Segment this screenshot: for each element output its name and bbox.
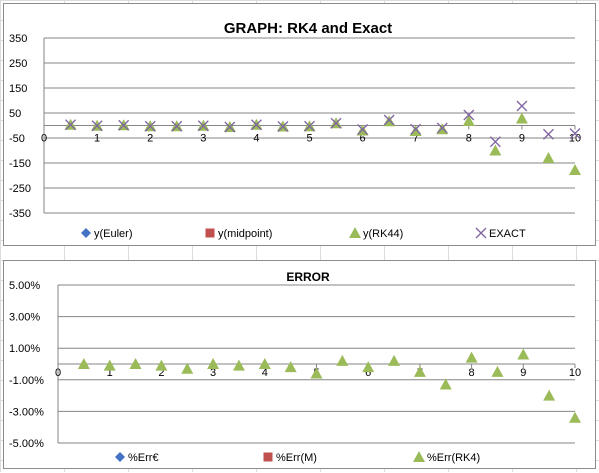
error-chart[interactable]: ERROR 5.00% 3.00% 1.00% -1.00% -3.00% -5.00% 0 1… (3, 260, 596, 469)
data-point (466, 352, 478, 363)
y-tick-label: -3.00% (9, 406, 44, 418)
chart-title: ERROR (286, 270, 330, 284)
legend-label: %Err(RK4) (427, 452, 480, 464)
legend-item: y(Euler) (81, 228, 133, 240)
legend-label: %Err€ (128, 452, 159, 464)
y-tick-label: 150 (9, 83, 27, 95)
data-point (336, 355, 348, 366)
legend-marker (264, 453, 273, 462)
data-point (517, 101, 527, 111)
data-point (569, 164, 581, 175)
y-tick-label: -350 (9, 208, 31, 220)
legend-label: EXACT (489, 228, 526, 240)
x-tick-label: 5 (306, 133, 312, 145)
rk4-exact-plot: GRAPH: RK4 and Exact35025015050-50-150-2… (4, 4, 595, 245)
x-tick-label: 9 (520, 367, 526, 379)
data-point (517, 349, 529, 360)
x-tick-label: 2 (147, 133, 153, 145)
legend-item: EXACT (476, 228, 526, 240)
data-point (414, 366, 426, 377)
data-point (491, 366, 503, 377)
data-point (362, 361, 374, 372)
x-tick-label: 9 (519, 133, 525, 145)
data-point (463, 115, 475, 126)
legend-marker (206, 229, 215, 238)
x-tick-label: 10 (569, 367, 581, 379)
x-tick-label: 8 (469, 367, 475, 379)
data-point (233, 360, 245, 371)
y-tick-label: -5.00% (9, 438, 44, 450)
data-point (542, 152, 554, 163)
legend-marker (476, 228, 486, 238)
data-point (388, 355, 400, 366)
x-tick-label: 1 (94, 133, 100, 145)
data-point (104, 360, 116, 371)
x-tick-label: 4 (253, 133, 259, 145)
x-tick-label: 0 (41, 133, 47, 145)
legend-label: y(Euler) (94, 228, 133, 240)
legend-item: %Err€ (115, 452, 159, 464)
y-tick-label: -150 (9, 158, 31, 170)
series-3 (66, 101, 580, 147)
legend-marker (115, 452, 125, 462)
legend-item: %Err(RK4) (413, 451, 480, 464)
data-point (569, 412, 581, 423)
y-tick-label: 350 (9, 33, 27, 45)
y-tick-label: 50 (9, 108, 21, 120)
chart-title: GRAPH: RK4 and Exact (224, 20, 392, 37)
y-tick-label: 5.00% (9, 280, 40, 292)
y-tick-label: 1.00% (9, 343, 40, 355)
legend-marker (413, 451, 425, 462)
series-2 (65, 113, 581, 176)
y-tick-label: -50 (9, 133, 25, 145)
legend-label: y(midpoint) (218, 228, 272, 240)
x-tick-label: 0 (55, 367, 61, 379)
legend-label: %Err(M) (276, 452, 317, 464)
data-point (155, 360, 167, 371)
y-tick-label: 3.00% (9, 312, 40, 324)
legend-marker (349, 227, 361, 238)
y-tick-label: 250 (9, 58, 27, 70)
legend-label: y(RK44) (363, 228, 403, 240)
y-tick-label: -250 (9, 183, 31, 195)
data-point (516, 113, 528, 124)
data-point (285, 361, 297, 372)
data-point (311, 367, 323, 378)
data-point (543, 390, 555, 401)
legend-item: y(RK44) (349, 227, 403, 240)
legend-item: %Err(M) (264, 452, 317, 464)
legend-marker (81, 228, 91, 238)
y-tick-label: -1.00% (9, 375, 44, 387)
legend-item: y(midpoint) (206, 228, 273, 240)
rk4-exact-chart[interactable]: GRAPH: RK4 and Exact 350 250 150 50 -50 -150 -2… (3, 3, 596, 246)
x-tick-label: 3 (200, 133, 206, 145)
x-tick-label: 8 (466, 133, 472, 145)
error-plot: ERROR 5.00% 3.00% 1.00% -1.00% -3.00% -5.00% 0 1… (4, 261, 595, 468)
